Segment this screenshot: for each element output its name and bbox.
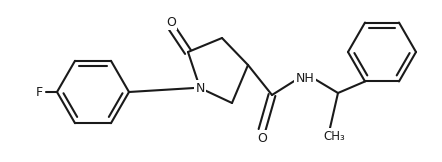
Text: O: O <box>257 132 267 145</box>
Text: NH: NH <box>296 71 314 85</box>
Text: O: O <box>166 16 176 29</box>
Text: N: N <box>195 81 205 94</box>
Text: CH₃: CH₃ <box>323 129 345 143</box>
Text: F: F <box>35 86 42 98</box>
